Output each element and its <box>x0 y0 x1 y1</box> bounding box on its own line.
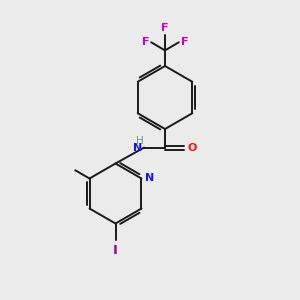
Text: F: F <box>181 37 188 47</box>
Text: I: I <box>113 244 118 256</box>
Text: N: N <box>133 142 142 153</box>
Text: N: N <box>146 172 154 183</box>
Text: F: F <box>142 37 149 47</box>
Text: F: F <box>161 23 169 33</box>
Text: O: O <box>187 142 196 153</box>
Text: H: H <box>136 136 144 146</box>
